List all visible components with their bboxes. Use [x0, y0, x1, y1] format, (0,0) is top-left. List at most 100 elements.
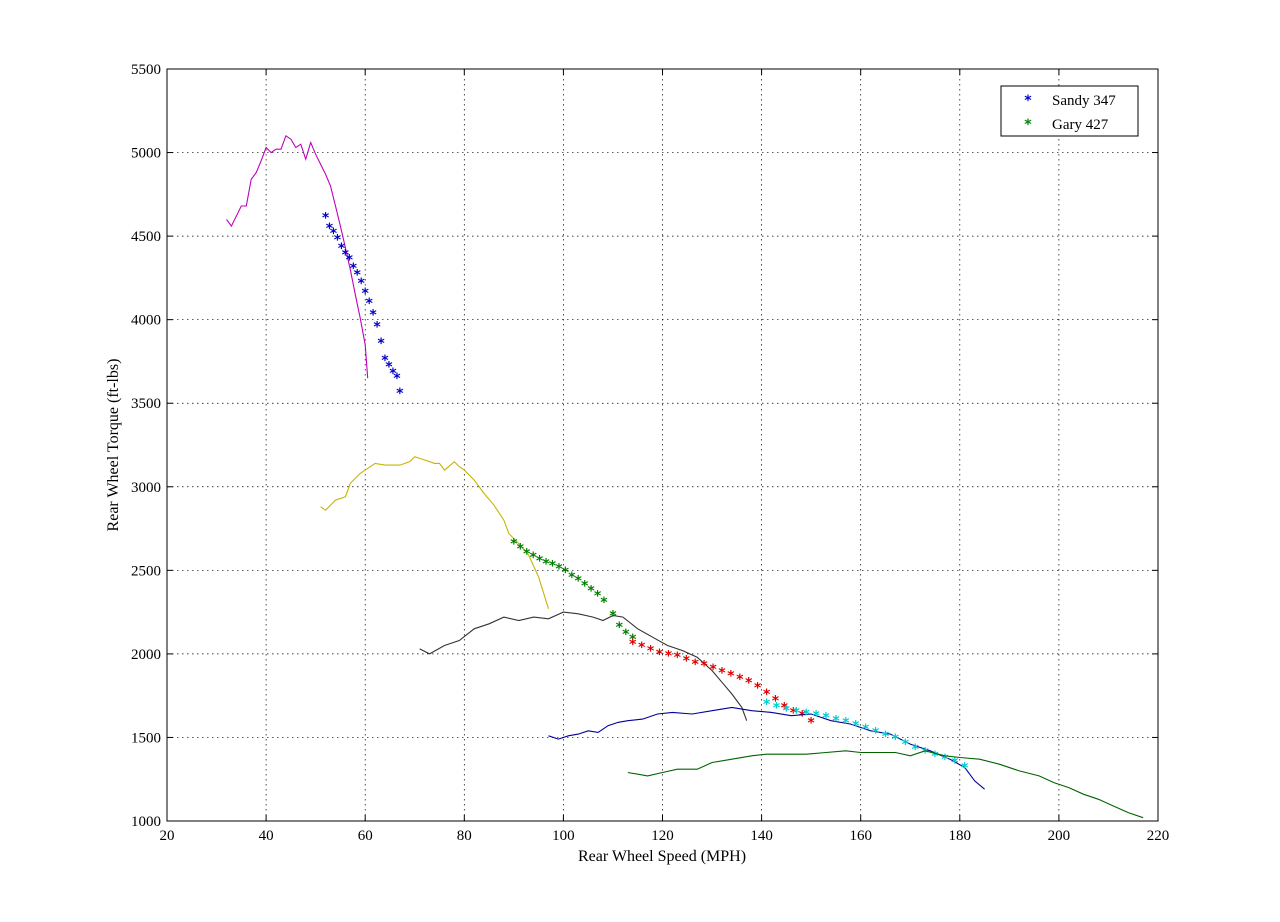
data-point-marker: *	[664, 649, 672, 665]
data-point-marker: *	[516, 542, 524, 558]
data-point-marker: *	[321, 211, 329, 227]
data-point-marker: *	[325, 221, 333, 237]
y-tick-label: 4500	[131, 229, 161, 245]
axis-ticks: 20 40 60 80 100 120 140 160 180 200 220 1000 1500 200…	[131, 62, 1169, 844]
data-point-marker: *	[911, 742, 919, 758]
data-point-marker: *	[871, 725, 879, 741]
data-point-marker: *	[951, 756, 959, 772]
data-point-marker: *	[361, 286, 369, 302]
data-point-marker: *	[561, 565, 569, 581]
data-point-marker: *	[523, 547, 531, 563]
data-point-marker: *	[542, 557, 550, 573]
data-point-marker: *	[593, 588, 601, 604]
data-point-marker: *	[510, 537, 518, 553]
grid	[167, 69, 1158, 821]
x-tick-label: 160	[849, 828, 872, 844]
x-tick-label: 20	[160, 828, 175, 844]
data-point-marker: *	[700, 659, 708, 675]
x-tick-label: 80	[457, 828, 472, 844]
x-tick-label: 140	[750, 828, 773, 844]
legend-marker: *	[1024, 93, 1032, 109]
series-line	[226, 134, 369, 379]
data-point-marker: *	[535, 553, 543, 569]
data-point-marker: *	[861, 722, 869, 738]
y-tick-label: 4000	[131, 313, 161, 329]
series-line	[627, 750, 1144, 819]
x-axis-title: Rear Wheel Speed (MPH)	[578, 848, 746, 865]
line-series-8	[627, 750, 1144, 819]
line-series-0	[226, 134, 369, 379]
data-point-marker: *	[609, 608, 617, 624]
data-point-marker: *	[333, 232, 341, 248]
data-point-marker: *	[568, 570, 576, 586]
data-point-marker: *	[396, 386, 404, 402]
y-tick-label: 3000	[131, 480, 161, 496]
data-point-marker: *	[555, 562, 563, 578]
data-point-marker: *	[881, 729, 889, 745]
data-point-marker: *	[337, 241, 345, 257]
line-series-4	[419, 611, 748, 721]
data-point-marker: *	[646, 644, 654, 660]
marker-series-7: * * * * * * * * * * * * * * * * * * * * *	[762, 697, 969, 777]
data-point-marker: *	[373, 319, 381, 335]
data-point-marker: *	[931, 749, 939, 765]
y-tick-label: 2500	[131, 563, 161, 579]
y-tick-label: 1000	[131, 814, 161, 830]
data-point-marker: *	[345, 253, 353, 269]
data-point-marker: *	[852, 719, 860, 735]
marker-series-5: * * * * * * * * * * * * * * * * * * * * *	[629, 637, 816, 732]
line-series-6	[548, 706, 985, 790]
data-point-marker: *	[329, 226, 337, 242]
data-point-marker: *	[961, 761, 969, 777]
data-point-marker: *	[615, 620, 623, 636]
data-point-marker: *	[772, 700, 780, 716]
data-point-marker: *	[529, 550, 537, 566]
x-tick-label: 60	[358, 828, 373, 844]
line-series-2	[320, 456, 550, 609]
data-point-marker: *	[600, 595, 608, 611]
y-tick-label: 3500	[131, 396, 161, 412]
data-point-marker: *	[736, 672, 744, 688]
data-point-marker: *	[798, 709, 806, 725]
data-point-marker: *	[771, 694, 779, 710]
data-point-marker: *	[673, 650, 681, 666]
legend: * Sandy 347 * Gary 427	[1000, 85, 1139, 137]
data-point-marker: *	[727, 669, 735, 685]
series-line	[320, 456, 550, 609]
data-point-marker: *	[385, 359, 393, 375]
data-point-marker: *	[377, 336, 385, 352]
data-point-marker: *	[891, 732, 899, 748]
data-point-marker: *	[822, 710, 830, 726]
legend-marker: *	[1024, 117, 1032, 133]
x-tick-label: 220	[1147, 828, 1170, 844]
x-tick-label: 100	[552, 828, 575, 844]
data-point-marker: *	[691, 657, 699, 673]
x-tick-label: 200	[1048, 828, 1071, 844]
data-point-marker: *	[709, 662, 717, 678]
data-point-marker: *	[629, 637, 637, 653]
series-layer: ****************************************…	[226, 134, 1144, 819]
data-point-marker: *	[353, 268, 361, 284]
data-point-marker: *	[389, 366, 397, 382]
data-point-marker: *	[842, 715, 850, 731]
data-point-marker: *	[744, 675, 752, 691]
data-point-marker: *	[812, 709, 820, 725]
data-point-marker: *	[901, 737, 909, 753]
data-point-marker: *	[782, 704, 790, 720]
data-point-marker: *	[780, 700, 788, 716]
y-tick-label: 5000	[131, 146, 161, 162]
data-point-marker: *	[393, 371, 401, 387]
x-tick-label: 180	[949, 828, 972, 844]
y-axis-title: Rear Wheel Torque (ft-lbs)	[105, 359, 122, 532]
legend-box	[1000, 85, 1139, 137]
x-tick-label: 40	[259, 828, 274, 844]
y-tick-label: 2000	[131, 647, 161, 663]
data-point-marker: *	[682, 654, 690, 670]
data-point-marker: *	[587, 583, 595, 599]
data-point-marker: *	[762, 697, 770, 713]
data-point-marker: *	[637, 640, 645, 656]
y-tick-label: 1500	[131, 730, 161, 746]
data-point-marker: *	[792, 705, 800, 721]
